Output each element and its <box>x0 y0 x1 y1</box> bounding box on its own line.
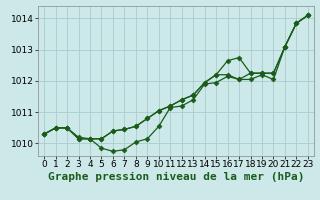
X-axis label: Graphe pression niveau de la mer (hPa): Graphe pression niveau de la mer (hPa) <box>48 172 304 182</box>
